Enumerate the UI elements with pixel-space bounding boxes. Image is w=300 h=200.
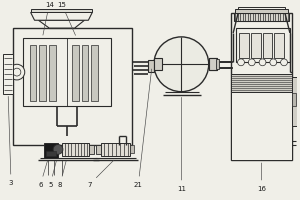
- Circle shape: [248, 59, 255, 66]
- Bar: [274, 33, 284, 58]
- Bar: [209, 58, 217, 70]
- Text: 6: 6: [38, 161, 47, 188]
- Bar: [30, 45, 37, 101]
- Bar: [236, 28, 290, 62]
- Circle shape: [9, 64, 25, 80]
- Bar: [3, 54, 13, 94]
- Bar: [234, 13, 289, 21]
- Bar: [251, 33, 261, 58]
- Text: 5: 5: [48, 161, 56, 188]
- Bar: [39, 45, 46, 101]
- Bar: [238, 7, 285, 13]
- Bar: [62, 143, 89, 156]
- Polygon shape: [31, 12, 92, 20]
- Bar: [231, 74, 292, 92]
- Text: 11: 11: [177, 97, 186, 192]
- Bar: [31, 9, 92, 12]
- Circle shape: [13, 68, 21, 76]
- Bar: [231, 92, 292, 160]
- Circle shape: [280, 59, 287, 66]
- Circle shape: [154, 37, 209, 92]
- Polygon shape: [38, 20, 84, 28]
- Text: 3: 3: [8, 96, 13, 186]
- Bar: [23, 38, 111, 106]
- Bar: [130, 145, 134, 153]
- Circle shape: [238, 59, 244, 66]
- Bar: [148, 60, 154, 72]
- Bar: [89, 145, 94, 154]
- Bar: [209, 58, 217, 70]
- Bar: [13, 28, 132, 145]
- Text: 14: 14: [43, 2, 54, 35]
- Bar: [49, 20, 75, 28]
- Bar: [235, 9, 288, 13]
- Text: 7: 7: [87, 160, 114, 188]
- Bar: [262, 33, 272, 58]
- Text: 16: 16: [257, 163, 266, 192]
- Circle shape: [270, 59, 277, 66]
- Bar: [44, 143, 58, 158]
- Bar: [216, 59, 220, 69]
- Text: 15: 15: [58, 2, 76, 35]
- Bar: [91, 45, 98, 101]
- Bar: [101, 143, 130, 156]
- Bar: [231, 13, 292, 160]
- Bar: [292, 93, 296, 106]
- Circle shape: [259, 59, 266, 66]
- Bar: [72, 45, 79, 101]
- Bar: [239, 33, 249, 58]
- Bar: [292, 77, 297, 126]
- Text: 8: 8: [58, 161, 66, 188]
- Bar: [46, 151, 56, 156]
- Bar: [82, 45, 88, 101]
- Bar: [154, 58, 162, 70]
- Circle shape: [53, 145, 63, 154]
- Bar: [49, 45, 56, 101]
- Bar: [154, 62, 158, 70]
- Text: 21: 21: [134, 69, 152, 188]
- Bar: [96, 145, 101, 154]
